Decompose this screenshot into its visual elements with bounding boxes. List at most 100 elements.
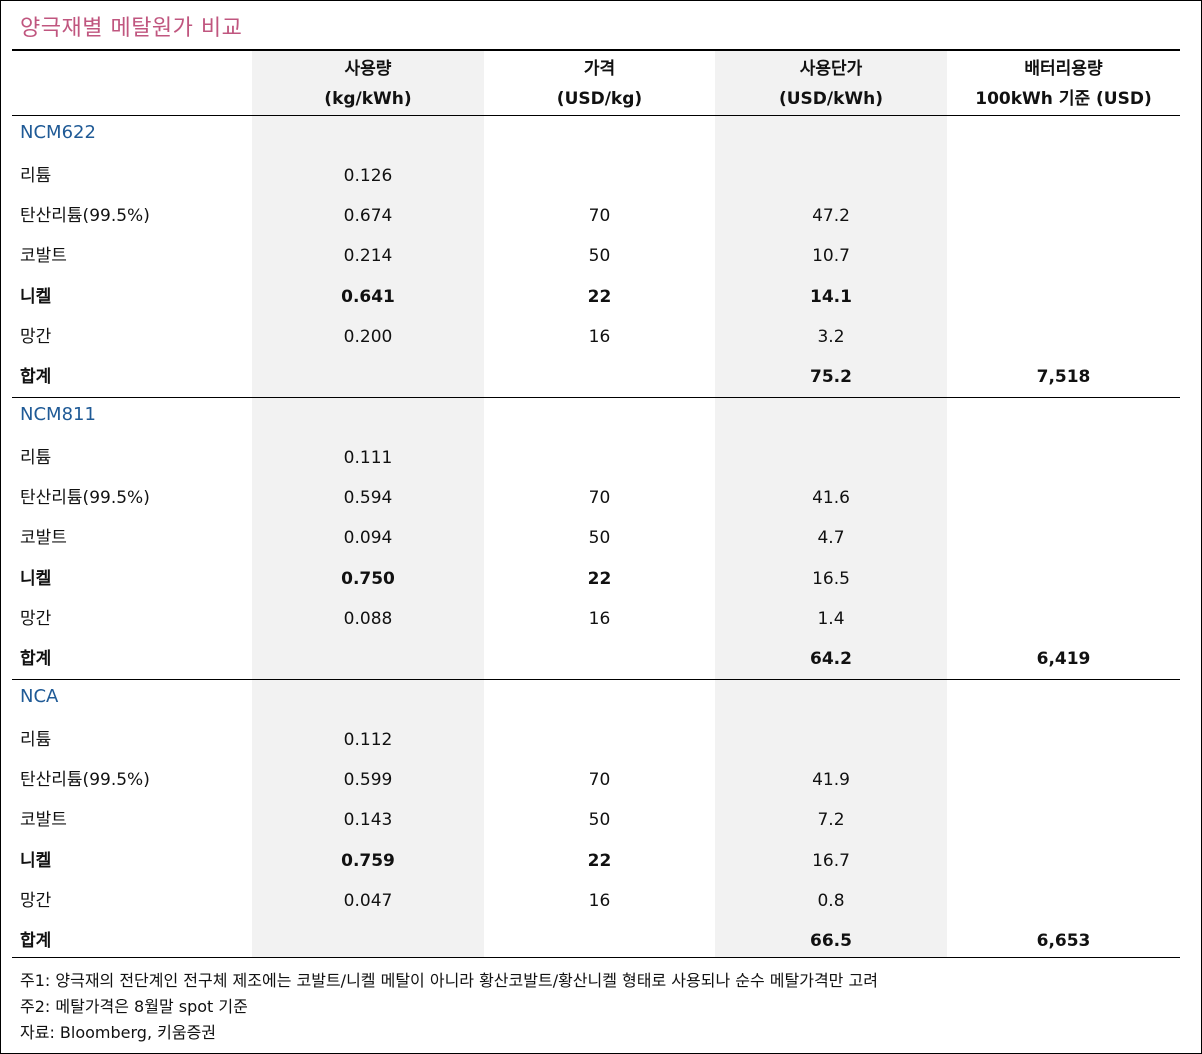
- row-label: 리튬: [20, 730, 52, 750]
- row-label: 탄산리튬(99.5%): [20, 770, 150, 791]
- cell-unit: 66.5: [810, 931, 852, 951]
- table-row: 코발트 0.094 50 4.7: [0, 518, 1202, 558]
- cell-usage: 0.214: [343, 246, 393, 267]
- cell-total: [947, 478, 1180, 518]
- cell-price: 22: [587, 850, 612, 871]
- table-row: 코발트 0.214 50 10.7: [0, 236, 1202, 276]
- cell-usage: 0.594: [343, 488, 393, 509]
- table-row: 리튬 0.126: [0, 156, 1202, 196]
- cell-price: [484, 156, 715, 196]
- cell-unit: 0.8: [817, 890, 845, 911]
- cell-total: [947, 720, 1180, 760]
- cell-usage: 0.143: [343, 810, 393, 831]
- cell-usage: 0.112: [343, 730, 393, 750]
- row-label: 리튬: [20, 166, 52, 186]
- cell-usage: 0.750: [341, 568, 395, 589]
- cell-price: 22: [587, 568, 612, 589]
- table-row: 니켈 0.641 22 14.1: [0, 277, 1202, 317]
- cell-unit: 16.5: [812, 568, 850, 589]
- table-row: 코발트 0.143 50 7.2: [0, 800, 1202, 840]
- table-row: 합계 64.2 6,419: [0, 639, 1202, 679]
- cell-usage: 0.599: [343, 770, 393, 791]
- header-price: 가격 (USD/kg): [484, 54, 715, 114]
- section-title-nca: NCA: [20, 686, 59, 707]
- cell-price: [484, 639, 715, 679]
- table-row: 합계 75.2 7,518: [0, 357, 1202, 397]
- cell-total: [947, 881, 1180, 921]
- table-row: 탄산리튬(99.5%) 0.674 70 47.2: [0, 196, 1202, 236]
- cell-price: 70: [588, 770, 611, 791]
- cell-price: [484, 438, 715, 478]
- cell-price: 16: [588, 890, 611, 911]
- header-battery-total-line2: 100kWh 기준 (USD): [975, 89, 1152, 109]
- cell-total: [947, 841, 1180, 881]
- cell-total: [947, 156, 1180, 196]
- cell-usage: 0.674: [343, 206, 393, 227]
- header-unit-cost-line2: (USD/kWh): [778, 89, 884, 109]
- cell-total: [947, 317, 1180, 357]
- cell-unit: 16.7: [812, 850, 850, 871]
- cell-unit: 41.9: [812, 770, 850, 791]
- cell-usage: 0.088: [343, 608, 393, 629]
- table-row: 탄산리튬(99.5%) 0.594 70 41.6: [0, 478, 1202, 518]
- shade-column-unit: [715, 51, 947, 957]
- cell-price: 50: [588, 246, 611, 267]
- table-row: 니켈 0.750 22 16.5: [0, 559, 1202, 599]
- section-title-ncm811: NCM811: [20, 404, 96, 425]
- cell-total: [947, 559, 1180, 599]
- page-title: 양극재별 메탈원가 비교: [20, 16, 243, 41]
- cell-price: [484, 921, 715, 961]
- table-row: 탄산리튬(99.5%) 0.599 70 41.9: [0, 760, 1202, 800]
- row-label: 합계: [20, 931, 52, 951]
- row-label: 니켈: [20, 286, 52, 307]
- row-label: 망간: [20, 608, 52, 629]
- cell-usage: [252, 357, 484, 397]
- cell-unit: 14.1: [810, 286, 852, 307]
- cell-total: [947, 599, 1180, 639]
- row-label: 니켈: [20, 568, 52, 589]
- table-row: 리튬 0.112: [0, 720, 1202, 760]
- cell-unit: 3.2: [817, 326, 845, 347]
- row-label: 망간: [20, 890, 52, 911]
- cell-unit: 10.7: [812, 246, 850, 267]
- cell-usage: [252, 921, 484, 961]
- header-bottom-rule: [12, 115, 1180, 116]
- table-row: 합계 66.5 6,653: [0, 921, 1202, 961]
- header-price-line2: (USD/kg): [556, 89, 643, 109]
- header-battery-total-line1: 배터리용량: [1024, 59, 1103, 79]
- header-usage-line2: (kg/kWh): [324, 89, 412, 109]
- table-row: 망간 0.088 16 1.4: [0, 599, 1202, 639]
- cell-price: 70: [588, 206, 611, 227]
- source-note: 자료: Bloomberg, 키움증권: [20, 1023, 217, 1042]
- cell-unit: [715, 156, 947, 196]
- cell-usage: 0.641: [341, 286, 395, 307]
- cell-unit: [715, 720, 947, 760]
- table-bottom-rule: [12, 957, 1180, 958]
- cell-unit: [715, 438, 947, 478]
- cell-unit: 64.2: [810, 649, 852, 669]
- cell-price: [484, 357, 715, 397]
- section-divider: [12, 679, 1180, 680]
- cell-price: 16: [588, 326, 611, 347]
- header-usage: 사용량 (kg/kWh): [252, 54, 484, 114]
- cell-total: [947, 438, 1180, 478]
- header-battery-total: 배터리용량 100kWh 기준 (USD): [947, 54, 1180, 114]
- header-price-line1: 가격: [583, 59, 616, 79]
- cell-total: [947, 196, 1180, 236]
- footnote-2: 주2: 메탈가격은 8월말 spot 기준: [20, 997, 248, 1016]
- cell-total: [947, 760, 1180, 800]
- row-label: 합계: [20, 367, 52, 387]
- cell-total: [947, 277, 1180, 317]
- cell-total: 7,518: [1036, 367, 1091, 387]
- row-label: 코발트: [20, 246, 67, 267]
- cell-usage: 0.759: [341, 850, 395, 871]
- table-row: 니켈 0.759 22 16.7: [0, 841, 1202, 881]
- row-label: 코발트: [20, 810, 67, 831]
- section-divider: [12, 397, 1180, 398]
- footnote-1: 주1: 양극재의 전단계인 전구체 제조에는 코발트/니켈 메탈이 아니라 황산…: [20, 971, 878, 990]
- cell-usage: 0.047: [343, 890, 393, 911]
- cell-usage: 0.126: [343, 166, 393, 186]
- cell-price: 16: [588, 608, 611, 629]
- cell-total: 6,653: [1036, 931, 1091, 951]
- header-usage-line1: 사용량: [344, 59, 392, 79]
